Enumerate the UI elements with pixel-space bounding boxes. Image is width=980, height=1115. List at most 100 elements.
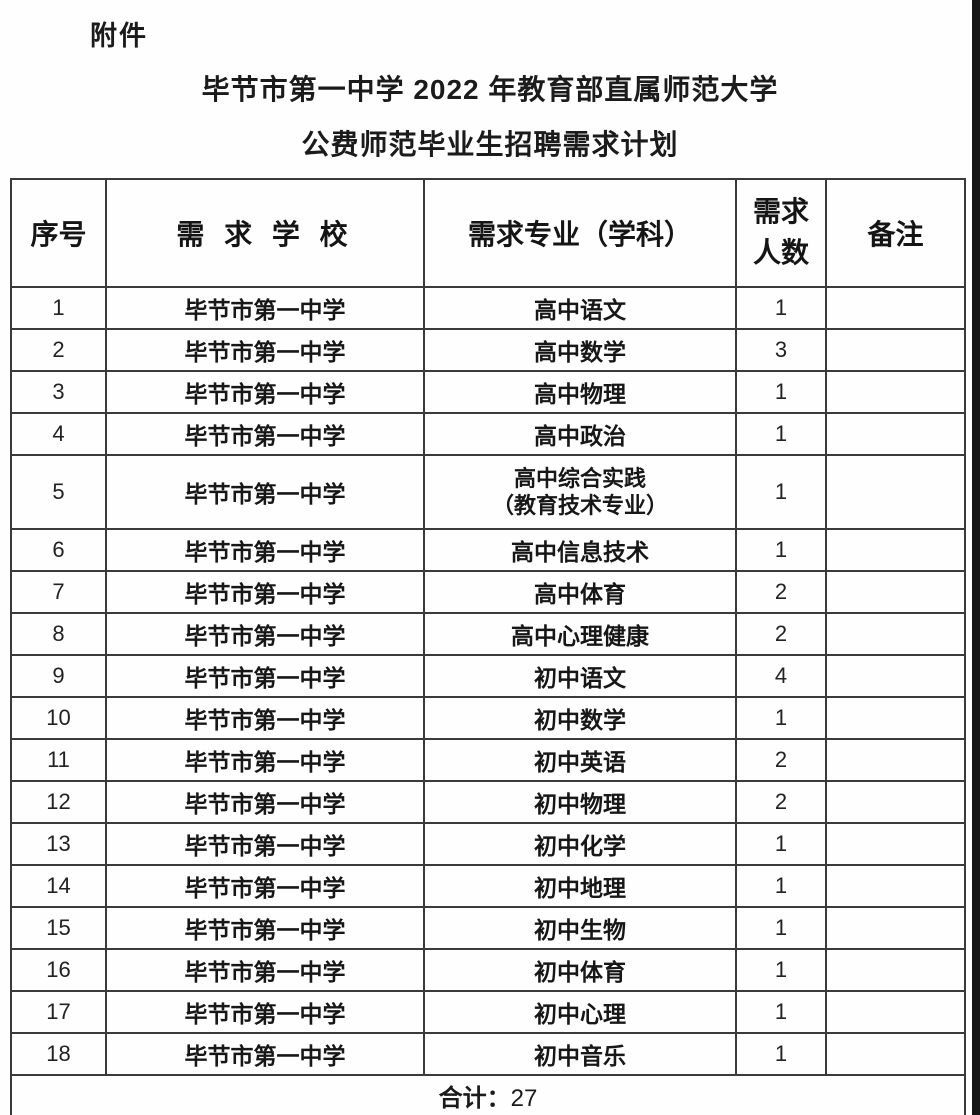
row-remark-cell [825, 906, 966, 950]
row-count-cell: 3 [735, 328, 827, 372]
header-count: 需求 人数 [735, 178, 827, 288]
row-major-cell: 高中综合实践 （教育技术专业） [423, 454, 737, 530]
row-school-cell: 毕节市第一中学 [105, 906, 425, 950]
row-school-cell: 毕节市第一中学 [105, 328, 425, 372]
row-major-cell: 高中物理 [423, 370, 737, 414]
row-school-cell: 毕节市第一中学 [105, 696, 425, 740]
row-major-cell: 初中语文 [423, 654, 737, 698]
table-row: 17 毕节市第一中学 初中心理 1 [10, 990, 966, 1034]
row-remark-cell [825, 412, 966, 456]
recruitment-table: 序号 需 求 学 校 需求专业（学科） 需求 人数 备注 1 毕节市第一中学 高中语… [10, 178, 966, 1115]
row-index-cell: 13 [10, 822, 107, 866]
table-row: 1 毕节市第一中学 高中语文 1 [10, 286, 966, 330]
row-major-cell: 初中化学 [423, 822, 737, 866]
row-count-cell: 2 [735, 738, 827, 782]
row-remark-cell [825, 454, 966, 530]
row-index-cell: 15 [10, 906, 107, 950]
row-index-cell: 10 [10, 696, 107, 740]
row-index-cell: 4 [10, 412, 107, 456]
header-remark: 备注 [825, 178, 966, 288]
row-major-cell: 初中物理 [423, 780, 737, 824]
table-row: 8 毕节市第一中学 高中心理健康 2 [10, 612, 966, 656]
table-row: 6 毕节市第一中学 高中信息技术 1 [10, 528, 966, 572]
row-school-cell: 毕节市第一中学 [105, 864, 425, 908]
header-school: 需 求 学 校 [105, 178, 425, 288]
row-school-cell: 毕节市第一中学 [105, 454, 425, 530]
row-school-cell: 毕节市第一中学 [105, 528, 425, 572]
table-row: 12 毕节市第一中学 初中物理 2 [10, 780, 966, 824]
row-remark-cell [825, 822, 966, 866]
row-remark-cell [825, 654, 966, 698]
row-count-cell: 1 [735, 528, 827, 572]
row-remark-cell [825, 1032, 966, 1076]
row-major-cell: 初中音乐 [423, 1032, 737, 1076]
row-index-cell: 6 [10, 528, 107, 572]
row-major-cell: 高中政治 [423, 412, 737, 456]
attachment-label: 附件 [90, 21, 148, 51]
document-title-line1: 毕节市第一中学 2022 年教育部直属师范大学 [201, 74, 779, 105]
row-remark-cell [825, 990, 966, 1034]
row-major-cell: 初中地理 [423, 864, 737, 908]
row-remark-cell [825, 328, 966, 372]
row-major-cell: 高中心理健康 [423, 612, 737, 656]
row-school-cell: 毕节市第一中学 [105, 412, 425, 456]
row-major-cell: 初中体育 [423, 948, 737, 992]
row-remark-cell [825, 370, 966, 414]
table-row: 7 毕节市第一中学 高中体育 2 [10, 570, 966, 614]
row-school-cell: 毕节市第一中学 [105, 780, 425, 824]
table-row: 14 毕节市第一中学 初中地理 1 [10, 864, 966, 908]
row-index-cell: 1 [10, 286, 107, 330]
row-index-cell: 14 [10, 864, 107, 908]
row-school-cell: 毕节市第一中学 [105, 822, 425, 866]
row-count-cell: 4 [735, 654, 827, 698]
row-index-cell: 18 [10, 1032, 107, 1076]
row-remark-cell [825, 570, 966, 614]
row-index-cell: 9 [10, 654, 107, 698]
row-major-cell: 高中语文 [423, 286, 737, 330]
row-school-cell: 毕节市第一中学 [105, 990, 425, 1034]
row-remark-cell [825, 864, 966, 908]
row-count-cell: 1 [735, 286, 827, 330]
row-count-cell: 1 [735, 864, 827, 908]
total-label: 合计： [438, 1085, 511, 1112]
header-count-line1: 需求 [752, 196, 809, 228]
table-row: 13 毕节市第一中学 初中化学 1 [10, 822, 966, 866]
table-row: 10 毕节市第一中学 初中数学 1 [10, 696, 966, 740]
row-remark-cell [825, 528, 966, 572]
row-remark-cell [825, 696, 966, 740]
row-school-cell: 毕节市第一中学 [105, 286, 425, 330]
row-major-cell: 初中生物 [423, 906, 737, 950]
row-index-cell: 7 [10, 570, 107, 614]
row-school-cell: 毕节市第一中学 [105, 370, 425, 414]
row-remark-cell [825, 780, 966, 824]
row-count-cell: 1 [735, 370, 827, 414]
row-school-cell: 毕节市第一中学 [105, 570, 425, 614]
row-school-cell: 毕节市第一中学 [105, 948, 425, 992]
row-count-cell: 2 [735, 612, 827, 656]
row-index-cell: 11 [10, 738, 107, 782]
header-index: 序号 [10, 178, 107, 288]
table-row: 3 毕节市第一中学 高中物理 1 [10, 370, 966, 414]
row-school-cell: 毕节市第一中学 [105, 612, 425, 656]
scan-edge-strip [972, 0, 980, 1115]
table-row: 18 毕节市第一中学 初中音乐 1 [10, 1032, 966, 1076]
table-row: 15 毕节市第一中学 初中生物 1 [10, 906, 966, 950]
row-count-cell: 2 [735, 570, 827, 614]
total-row: 合计：27 [10, 1074, 966, 1115]
header-count-line2: 人数 [752, 237, 809, 268]
row-count-cell: 1 [735, 990, 827, 1034]
document-title-line2: 公费师范毕业生招聘需求计划 [301, 129, 679, 160]
row-major-cell: 初中数学 [423, 696, 737, 740]
row-count-cell: 1 [735, 412, 827, 456]
row-major-cell: 高中体育 [423, 570, 737, 614]
row-remark-cell [825, 612, 966, 656]
table-row: 11 毕节市第一中学 初中英语 2 [10, 738, 966, 782]
row-count-cell: 1 [735, 696, 827, 740]
table-row: 2 毕节市第一中学 高中数学 3 [10, 328, 966, 372]
total-value: 27 [510, 1085, 538, 1112]
row-major-cell: 高中信息技术 [423, 528, 737, 572]
row-school-cell: 毕节市第一中学 [105, 738, 425, 782]
total-cell: 合计：27 [10, 1074, 966, 1115]
row-index-cell: 3 [10, 370, 107, 414]
table-header-row: 序号 需 求 学 校 需求专业（学科） 需求 人数 备注 [10, 178, 966, 288]
